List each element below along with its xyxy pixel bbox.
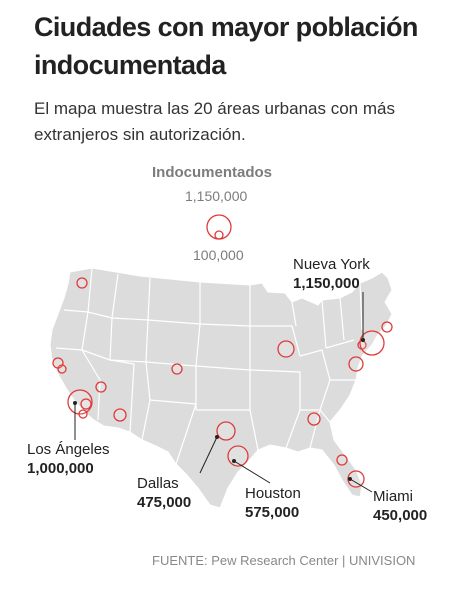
- legend-bubble-large: [206, 214, 232, 240]
- bubble-boston: [381, 321, 393, 333]
- bubble-denver: [171, 363, 183, 375]
- city-name: Los Ángeles: [27, 441, 110, 458]
- legend-max-label: 1,150,000: [185, 188, 248, 204]
- bubble-washington: [348, 356, 364, 372]
- label-houston: Houston 575,000: [245, 484, 301, 522]
- city-name: Dallas: [137, 475, 179, 492]
- city-value: 450,000: [373, 507, 428, 524]
- label-new-york: Nueva York 1,150,000: [293, 255, 370, 293]
- label-dallas: Dallas 475,000: [137, 474, 191, 512]
- legend-title: Indocumentados: [152, 164, 273, 181]
- bubble-san-diego: [78, 409, 88, 419]
- map-subtitle: El mapa muestra las 20 áreas urbanas con…: [34, 99, 395, 144]
- bubble-dallas: [216, 421, 236, 441]
- state-borders: [55, 267, 363, 465]
- legend-min-label: 100,000: [193, 247, 244, 263]
- city-name: Houston: [245, 485, 301, 502]
- city-name: Miami: [373, 488, 413, 505]
- bubble-san-jose: [57, 364, 67, 374]
- us-land-shape: [49, 267, 393, 509]
- bubble-seattle: [76, 277, 88, 289]
- city-value: 1,150,000: [293, 275, 360, 292]
- legend-bubble-small: [214, 230, 224, 240]
- label-leaders: [74, 292, 373, 493]
- label-los-angeles: Los Ángeles 1,000,000: [27, 440, 110, 478]
- city-name: Nueva York: [293, 256, 370, 273]
- label-miami: Miami 450,000: [373, 487, 427, 525]
- bubble-riverside: [80, 398, 92, 410]
- bubble-orlando: [336, 454, 348, 466]
- bubble-los-angeles: [67, 389, 93, 415]
- source-credit: FUENTE: Pew Research Center | UNIVISION: [152, 553, 416, 568]
- us-map-svg: [49, 214, 393, 509]
- bubble-phoenix: [113, 408, 127, 422]
- bubble-atlanta: [307, 412, 321, 426]
- city-value: 475,000: [137, 494, 192, 511]
- bubble-chicago: [277, 340, 295, 358]
- bubble-new-york: [359, 330, 385, 356]
- city-value: 1,000,000: [27, 460, 94, 477]
- bubble-las-vegas: [95, 381, 107, 393]
- city-value: 575,000: [245, 504, 300, 521]
- map-title: Ciudades con mayor población indocumenta…: [34, 12, 418, 80]
- us-map: [0, 160, 465, 560]
- label-dots: [73, 338, 365, 481]
